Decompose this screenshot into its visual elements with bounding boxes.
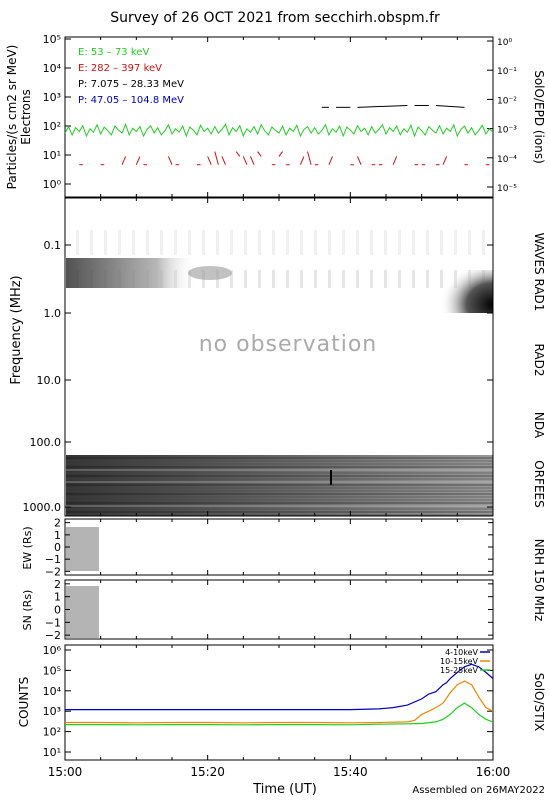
stix-legend-15-25: 15-25keV [440,666,479,675]
y2-tick-label: 10⁻⁵ [497,184,517,194]
stix-tick-label: 10³ [43,705,61,718]
particle-segment-red [357,156,362,165]
nrh-sn-data [66,586,99,638]
nrh-tick-label: −1 [45,616,61,629]
assembled-footer: Assembled on 26MAY2022 [412,785,545,796]
nrh-tick-label: 2 [54,578,61,591]
freq-tick-label: 1.0 [44,307,62,320]
orfees-label: ORFEES [532,460,546,507]
freq-tick-label: 1000.0 [23,501,62,514]
rad2-label: RAD2 [532,344,546,377]
xaxis-label: Time (UT) [252,782,317,797]
particle-segment-red [278,151,283,157]
page-title: Survey of 26 OCT 2021 from secchirh.obsp… [110,10,440,26]
particles-ylabel-electrons: Electrons [19,89,33,144]
radio-spectrum-panel: 0.1 1.0 10.0 100.0 1000.0 no observation Fre… [9,197,546,517]
y-tick-label: 10³ [43,91,61,104]
particle-segment-red [121,156,127,165]
stix-legend-4-10: 4-10keV [445,648,478,657]
particles-ylabel: Particles/(s cm2 sr MeV) [5,45,19,190]
particle-segment-red [235,151,241,157]
stix-tick-label: 10⁵ [43,664,61,677]
particle-segment-red [207,156,212,165]
stix-series-green [65,702,494,726]
particle-segment-black [357,104,408,108]
nrh-tick-label: −1 [45,553,61,566]
particle-segment-red [242,156,248,165]
y-tick-label: 10⁵ [43,33,61,46]
rad1-background [66,198,493,313]
legend-entry-e-low: E: 53 – 73 keV [78,47,149,58]
rad1-end-burst [440,270,493,313]
stix-legend: 4-10keV 10-15keV 15-25keV [440,648,490,675]
particle-segment-red [135,156,141,165]
frequency-ylabel: Frequency (MHz) [9,275,24,384]
no-observation-text: no observation [199,332,378,357]
y-tick-label: 10¹ [43,149,61,162]
particle-segment-red [257,151,262,157]
particles-right-label: SolO/EPD (ions) [532,70,546,164]
stix-ylabel: COUNTS [17,677,31,728]
freq-tick-label: 100.0 [30,436,62,449]
x-tick-label: 15:00 [48,765,83,779]
stix-panel: 10¹ 10² 10³ 10⁴ 10⁵ 10⁶ 4-10keV 10-15keV 15-2… [17,644,546,761]
y2-tick-label: 10⁻⁴ [497,155,517,165]
legend-entry-e-high: E: 282 – 397 keV [78,63,162,74]
particle-segment-red [392,156,398,165]
nrh-right-label: NRH 150 MHz [532,539,546,622]
stix-tick-label: 10¹ [43,746,61,759]
rad1-drift-feature [188,266,232,280]
particle-segment-red [214,151,219,165]
stix-tick-label: 10² [43,726,61,739]
particle-segment-red [250,156,255,165]
y2-tick-label: 10⁰ [497,38,512,48]
x-tick-label: 15:40 [333,765,368,779]
nrh-tick-label: −2 [45,565,61,578]
nrh-ew-panel: 210−1−2 EW (Rs) [21,517,494,578]
stix-tick-label: 10⁶ [43,644,62,657]
nrh-sn-panel: 210−1−2 SN (Rs) NRH 150 MHz [21,539,546,642]
y-tick-label: 10² [43,120,61,133]
stix-right-label: SolO/STIX [532,673,546,732]
stix-series-orange [65,680,494,724]
freq-tick-label: 10.0 [37,374,62,387]
particle-segment-red [307,151,312,165]
nrh-tick-label: −2 [45,629,61,642]
nrh-tick-label: 1 [54,529,61,542]
particles-legend: E: 53 – 73 keV E: 282 – 397 keV P: 7.075… [78,47,184,106]
rad1-left-emission [66,258,196,288]
stix-tick-label: 10⁴ [43,685,62,698]
particle-segment-red [221,156,226,165]
nda-label: NDA [532,412,546,439]
y-tick-label: 10⁰ [43,178,62,191]
nrh-tick-label: 0 [54,541,61,554]
nrh-ew-data [66,527,99,571]
particle-segment-black [435,104,465,108]
x-tick-label: 16:00 [476,765,511,779]
particle-segment-red [442,156,448,165]
nrh-ew-ylabel: EW (Rs) [21,526,34,569]
x-tick-label: 15:20 [190,765,225,779]
particle-series-green [64,122,494,138]
legend-entry-p-low: P: 7.075 – 28.33 MeV [78,79,184,90]
particles-panel: 10⁰ 10¹ 10² 10³ 10⁴ 10⁵ 10⁻⁵ 10⁻⁴ 10⁻³ 10⁻² 10⁻¹ 1… [5,33,546,198]
y2-tick-label: 10⁻² [497,96,517,106]
stix-series-blue [65,663,494,711]
particle-segment-red [299,156,305,165]
legend-entry-p-high: P: 47.05 – 104.8 MeV [78,95,184,106]
stix-legend-10-15: 10-15keV [440,657,479,666]
nrh-sn-ylabel: SN (Rs) [21,590,34,631]
y2-tick-label: 10⁻¹ [497,67,517,77]
y2-tick-label: 10⁻³ [497,126,517,136]
nrh-tick-label: 1 [54,591,61,604]
waves-rad1-label: WAVES RAD1 [532,233,546,312]
freq-tick-label: 0.1 [44,239,62,252]
nrh-tick-label: 2 [54,517,61,530]
particle-segment-red [167,156,173,165]
y-tick-label: 10⁴ [43,62,62,75]
particle-segment-red [328,156,333,165]
nrh-tick-label: 0 [54,604,61,617]
